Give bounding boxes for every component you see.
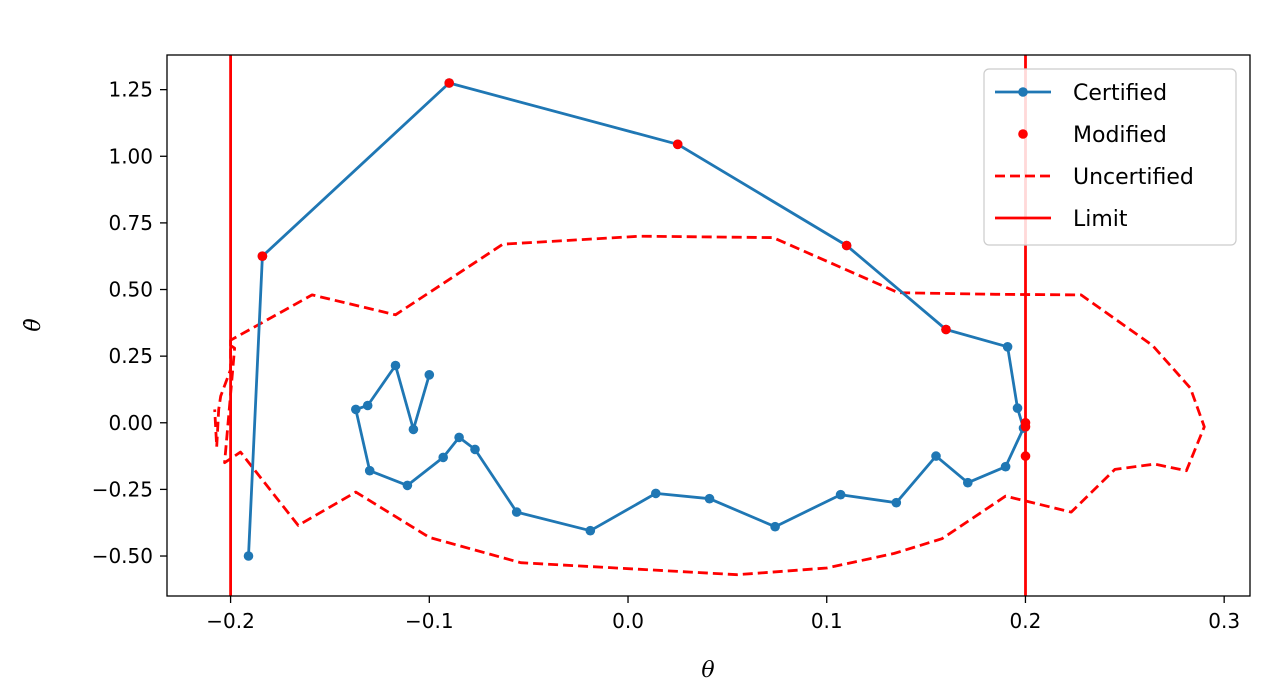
ticks-layer: −0.2 −0.1 0.0 0.1 0.2 0.3 −0.50 −0.25 0.00 0.25 0.… <box>92 78 1240 633</box>
x-tick-label-2: 0.0 <box>612 609 644 633</box>
series-modified-point-1 <box>841 240 852 251</box>
series-modified-point-6 <box>1020 422 1031 432</box>
legend-uncertified-label: Uncertified <box>1073 165 1194 190</box>
legend-box <box>983 68 1237 246</box>
x-tick-label-1: −0.1 <box>405 609 454 633</box>
y-tick-label-6: 1.00 <box>108 144 153 168</box>
y-tick-label-5: 0.75 <box>108 211 153 235</box>
series-certified-point-2 <box>390 360 401 371</box>
legend-modified-marker <box>1018 129 1028 139</box>
x-tick-label-5: 0.3 <box>1208 609 1240 633</box>
series-certified-point-6 <box>402 480 413 491</box>
series-certified-point-8 <box>454 432 464 443</box>
series-modified-point-0 <box>941 324 951 335</box>
series-modified-point-7 <box>1020 451 1031 461</box>
series-certified-point-18 <box>963 477 973 488</box>
series-certified-point-19 <box>1000 461 1011 472</box>
y-tick-label-7: 1.25 <box>108 78 153 102</box>
x-axis-label: θ <box>701 658 714 683</box>
series-certified-point-13 <box>704 493 715 504</box>
y-tick-label-1: −0.25 <box>92 477 153 501</box>
series-layer <box>213 55 1206 596</box>
series-certified-point-14 <box>770 521 780 532</box>
series-certified-point-9 <box>470 444 480 455</box>
series-certified-point-28 <box>243 551 254 561</box>
series-modified-point-2 <box>672 139 683 150</box>
series-certified-point-17 <box>931 451 941 461</box>
series-certified-point-11 <box>585 525 596 536</box>
y-tick-label-2: 0.00 <box>108 411 153 435</box>
plot-frame <box>166 54 1251 597</box>
series-certified-point-10 <box>511 507 522 517</box>
series-uncertified-line <box>213 234 1206 577</box>
series-certified-point-16 <box>891 497 902 508</box>
series-modified-point-3 <box>444 78 455 88</box>
series-certified-point-5 <box>364 465 375 476</box>
x-tick-label-0: −0.2 <box>206 609 255 633</box>
series-certified-point-7 <box>438 452 449 463</box>
x-tick-label-3: 0.1 <box>811 609 843 633</box>
y-tick-label-3: 0.25 <box>108 344 153 368</box>
series-certified-point-12 <box>651 488 661 499</box>
y-axis-label: θ̇ <box>21 318 46 331</box>
y-tick-label-4: 0.50 <box>108 278 153 302</box>
legend: Certified Modified Uncertified Limit <box>983 68 1237 246</box>
legend-certified-marker <box>1018 87 1028 97</box>
series-certified-point-0 <box>424 370 435 380</box>
series-certified-point-3 <box>362 400 373 411</box>
series-certified-point-22 <box>1002 342 1013 352</box>
legend-certified-label: Certified <box>1073 81 1167 106</box>
series-certified-point-4 <box>351 404 361 415</box>
legend-modified-label: Modified <box>1073 123 1167 148</box>
legend-limit-label: Limit <box>1073 207 1128 232</box>
series-certified-point-1 <box>408 424 419 435</box>
y-tick-label-0: −0.50 <box>92 544 153 568</box>
series-certified-point-21 <box>1012 403 1023 413</box>
series-modified-point-4 <box>257 251 268 261</box>
series-certified-point-15 <box>835 489 846 500</box>
x-tick-label-4: 0.2 <box>1010 609 1042 633</box>
